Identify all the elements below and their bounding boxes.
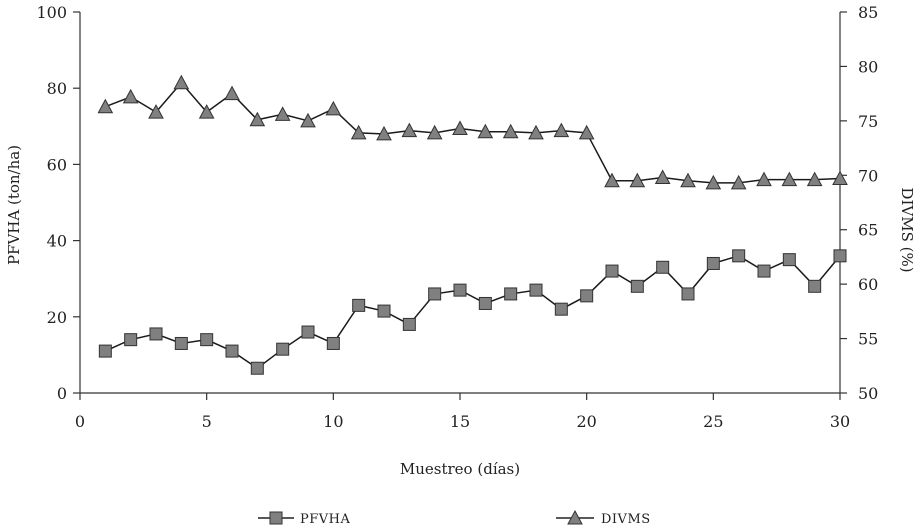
x-axis-title: Muestreo (días) [400, 460, 520, 478]
data-point-pfvha [732, 249, 746, 263]
data-point-divms [350, 124, 367, 140]
x-tick-label: 0 [75, 412, 85, 431]
legend: PFVHA DIVMS [258, 509, 651, 527]
legend-label-pfvha: PFVHA [300, 512, 350, 527]
data-point-pfvha [681, 287, 695, 301]
x-tick-label: 25 [703, 412, 723, 431]
data-point-divms [249, 111, 266, 127]
chart-axes [79, 12, 841, 394]
data-point-divms [401, 122, 418, 138]
right-y-tick-label: 50 [858, 384, 878, 403]
data-point-divms [604, 172, 620, 188]
data-point-pfvha [174, 336, 188, 350]
data-point-pfvha [402, 317, 416, 331]
data-point-pfvha [250, 361, 264, 375]
data-point-pfvha [757, 264, 771, 278]
right-y-tick-label: 65 [858, 221, 878, 240]
data-point-pfvha [529, 283, 543, 297]
left-y-tick-label: 100 [36, 3, 67, 22]
tick-labels: 0 5 10 15 20 25 30 0 20 40 60 80 100 50 55 60 65 70 75 80 85 [36, 3, 878, 431]
data-point-divms [426, 124, 443, 140]
data-point-divms [148, 104, 164, 119]
data-point-pfvha [301, 325, 315, 339]
data-point-divms [806, 171, 823, 187]
right-y-tick-label: 55 [858, 330, 878, 349]
data-point-pfvha [478, 296, 492, 310]
data-point-divms [705, 174, 722, 190]
data-point-divms [629, 172, 646, 188]
data-point-divms [452, 120, 468, 135]
left-y-tick-label: 60 [47, 155, 67, 174]
data-point-pfvha [98, 344, 112, 358]
data-point-pfvha [352, 298, 366, 312]
data-point-divms [730, 174, 747, 190]
data-point-divms [578, 124, 595, 140]
data-point-pfvha [554, 302, 568, 316]
data-point-divms [502, 123, 519, 139]
left-y-tick-label: 40 [47, 232, 67, 251]
data-point-pfvha [580, 289, 594, 303]
data-point-divms [224, 85, 240, 101]
data-point-divms [300, 112, 316, 128]
data-point-pfvha [453, 283, 467, 297]
data-point-pfvha [276, 342, 290, 356]
x-tick-label: 5 [202, 412, 212, 431]
left-y-axis-title: PFVHA (ton/ha) [5, 145, 23, 265]
data-point-pfvha [326, 336, 340, 350]
data-point-pfvha [377, 304, 391, 318]
data-point-pfvha [808, 279, 822, 293]
series-line-pfvha [105, 255, 841, 370]
right-y-axis-title: DIVMS (%) [898, 187, 916, 272]
data-point-divms [553, 122, 570, 138]
data-point-divms [528, 124, 544, 140]
data-point-divms [97, 98, 114, 114]
data-point-divms [325, 100, 342, 116]
tick-marks [73, 11, 847, 400]
data-point-divms [781, 171, 798, 187]
data-point-pfvha [149, 327, 163, 341]
legend-label-divms: DIVMS [601, 512, 651, 527]
legend-marker-pfvha [269, 511, 283, 525]
right-y-tick-label: 75 [858, 112, 878, 131]
data-point-divms [832, 170, 848, 186]
data-point-pfvha [200, 333, 214, 347]
data-point-divms [122, 88, 139, 104]
x-tick-label: 15 [450, 412, 470, 431]
series-lines [105, 81, 841, 370]
right-y-tick-label: 80 [858, 57, 878, 76]
right-y-tick-label: 70 [858, 166, 878, 185]
data-point-pfvha [630, 279, 644, 293]
left-y-tick-label: 20 [47, 308, 67, 327]
data-point-pfvha [605, 264, 619, 278]
series-line-divms [105, 81, 841, 184]
data-point-pfvha [124, 333, 138, 347]
data-point-pfvha [225, 344, 239, 358]
data-point-divms [680, 172, 696, 188]
data-point-pfvha [782, 253, 796, 267]
data-point-divms [376, 125, 392, 141]
x-tick-label: 30 [830, 412, 850, 431]
legend-item-divms: DIVMS [556, 509, 651, 527]
left-y-tick-label: 80 [47, 79, 67, 98]
right-y-tick-label: 60 [858, 275, 878, 294]
x-tick-label: 10 [323, 412, 343, 431]
data-point-pfvha [428, 287, 442, 301]
data-point-divms [173, 74, 190, 90]
data-point-pfvha [833, 249, 847, 263]
data-point-divms [198, 104, 215, 119]
data-point-pfvha [504, 287, 518, 301]
x-tick-label: 20 [576, 412, 596, 431]
data-point-pfvha [656, 260, 670, 274]
data-point-pfvha [706, 256, 720, 270]
legend-item-pfvha: PFVHA [258, 511, 350, 527]
data-point-divms [654, 169, 671, 184]
right-y-tick-label: 85 [858, 3, 878, 22]
series-markers [97, 74, 848, 375]
data-point-divms [274, 106, 291, 121]
data-point-divms [477, 123, 494, 139]
left-y-tick-label: 0 [57, 384, 67, 403]
legend-marker-divms [567, 509, 583, 525]
data-point-divms [756, 171, 772, 187]
